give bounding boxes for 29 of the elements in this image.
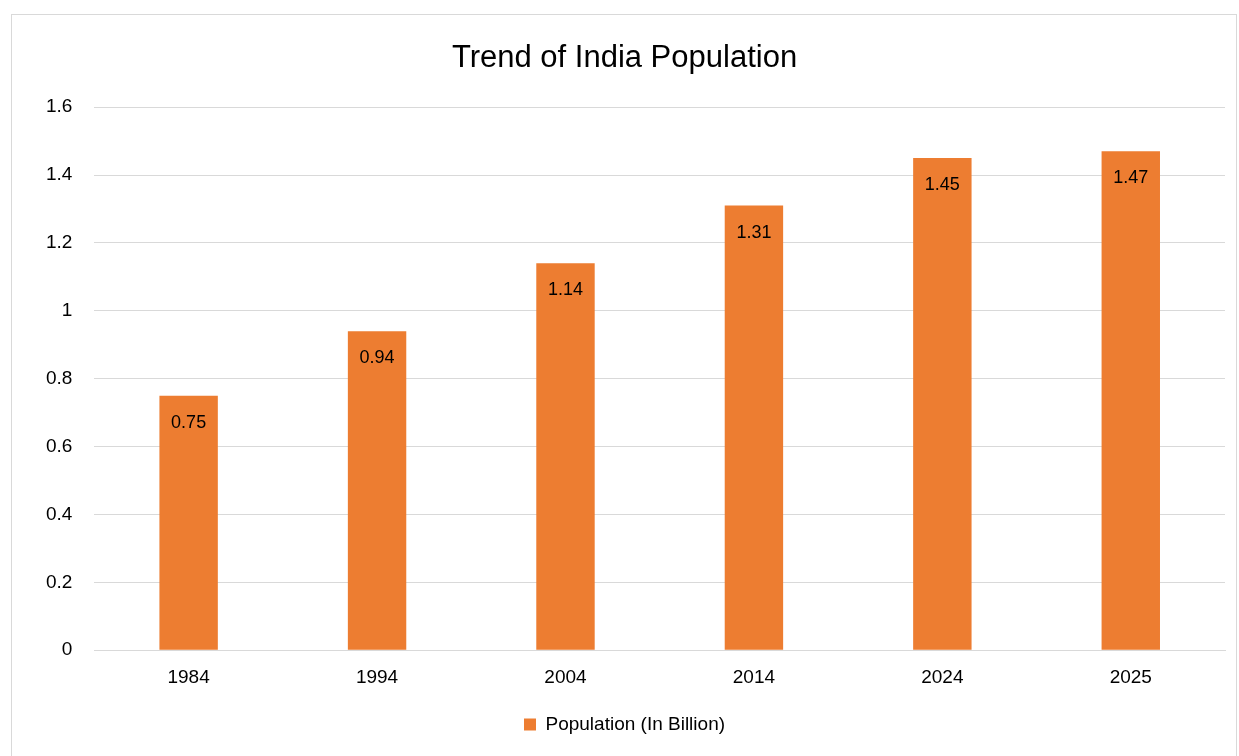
data-label: 1.47 xyxy=(1113,167,1149,188)
chart-title: Trend of India Population xyxy=(451,39,798,75)
bar xyxy=(913,158,972,650)
bar xyxy=(1101,151,1160,650)
y-tick-label: 1 xyxy=(61,299,73,321)
y-tick-label: 0.2 xyxy=(45,570,73,592)
y-tick-label: 1.2 xyxy=(45,231,73,253)
data-label: 0.75 xyxy=(171,411,207,432)
y-tick-label: 1.4 xyxy=(45,163,73,185)
bar xyxy=(347,331,407,650)
y-tick-label: 0.8 xyxy=(45,366,73,388)
bar xyxy=(724,205,784,650)
y-tick-label: 0 xyxy=(61,638,73,660)
bar xyxy=(159,395,218,650)
data-label: 1.14 xyxy=(547,279,584,300)
y-tick-label: 0.6 xyxy=(45,434,73,456)
x-tick-label: 1984 xyxy=(167,665,211,687)
data-label: 1.31 xyxy=(736,221,772,242)
x-tick-label: 2004 xyxy=(544,665,588,687)
y-tick-label: 0.4 xyxy=(45,502,73,524)
y-tick-label: 1.6 xyxy=(45,95,73,117)
data-label: 1.45 xyxy=(924,174,960,195)
bar xyxy=(536,263,595,650)
x-tick-label: 1994 xyxy=(355,665,399,687)
data-label: 0.94 xyxy=(359,347,395,368)
x-tick-label: 2014 xyxy=(732,665,776,687)
x-tick-label: 2024 xyxy=(921,665,964,687)
x-tick-label: 2025 xyxy=(1109,665,1152,687)
legend-label: Population (In Billion) xyxy=(545,712,726,734)
